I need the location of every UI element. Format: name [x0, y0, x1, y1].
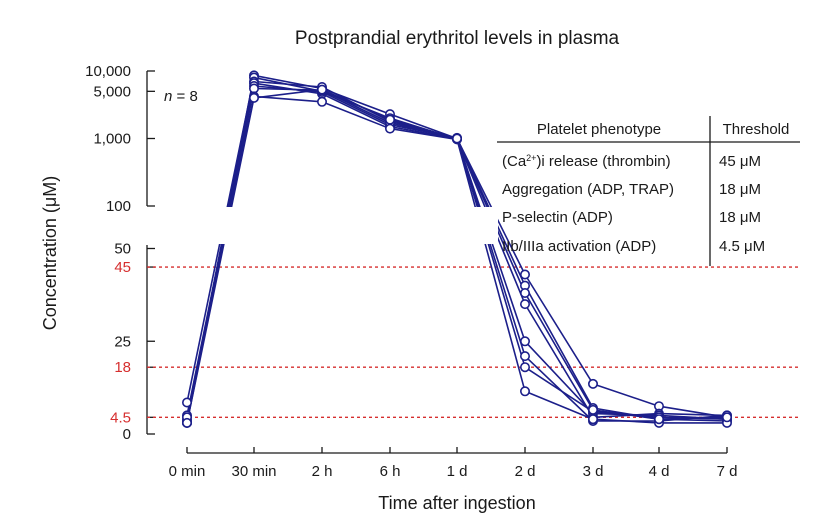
y-tick-label: 25 [114, 333, 131, 350]
chart-title: Postprandial erythritol levels in plasma [295, 28, 620, 49]
y-axis-upper: 10,000 5,000 1,000 100 [85, 63, 155, 215]
y-tick-label: 10,000 [85, 63, 131, 80]
y-tick-label: 50 [114, 241, 131, 258]
table-row-threshold: 18 μM [719, 209, 761, 226]
y-tick-label: 0 [123, 426, 131, 443]
y-axis-label: Concentration (μM) [40, 176, 60, 330]
data-point [182, 417, 193, 428]
data-point [587, 404, 598, 415]
table-row-phenotype: IIb/IIIa activation (ADP) [502, 238, 656, 255]
x-axis-label: Time after ingestion [378, 493, 535, 513]
x-tick-label: 3 d [583, 463, 604, 480]
x-tick-label: 30 min [231, 463, 276, 480]
data-point [519, 336, 530, 347]
data-point [519, 351, 530, 362]
markers [182, 70, 732, 428]
data-point [519, 299, 530, 310]
data-point [519, 386, 530, 397]
y-tick-label: 1,000 [93, 131, 131, 148]
axis-break-gap [148, 207, 498, 244]
table-header-threshold: Threshold [723, 121, 790, 138]
data-point [316, 84, 327, 95]
data-point [721, 412, 732, 423]
threshold-lines [147, 266, 800, 419]
table-row-phenotype: (Ca2+)i release (thrombin) [502, 153, 671, 170]
y-tick-label: 5,000 [93, 83, 131, 100]
n-label: n = 8 [164, 88, 198, 105]
data-point [519, 269, 530, 280]
data-point [587, 378, 598, 389]
table-row-threshold: 18 μM [719, 181, 761, 198]
data-point [384, 114, 395, 125]
table-row-phenotype: Aggregation (ADP, TRAP) [502, 181, 674, 198]
x-tick-label: 4 d [649, 463, 670, 480]
y-tick-label: 45 [114, 259, 131, 276]
y-tick-label: 18 [114, 359, 131, 376]
data-point [249, 92, 260, 103]
x-tick-label: 0 min [169, 463, 206, 480]
data-point [182, 397, 193, 408]
y-tick-label: 4.5 [110, 409, 131, 426]
y-tick-label: 100 [106, 198, 131, 215]
phenotype-table: Platelet phenotype Threshold (Ca2+)i rel… [497, 116, 800, 266]
x-axis: 0 min 30 min 2 h 6 h 1 d 2 d 3 d 4 d 7 d [169, 447, 738, 480]
x-tick-label: 1 d [447, 463, 468, 480]
x-tick-label: 7 d [717, 463, 738, 480]
data-point [451, 133, 462, 144]
data-point [316, 96, 327, 107]
table-row-threshold: 45 μM [719, 153, 761, 170]
data-point [519, 362, 530, 373]
x-tick-label: 2 d [515, 463, 536, 480]
table-header-phenotype: Platelet phenotype [537, 121, 661, 138]
x-tick-label: 6 h [380, 463, 401, 480]
data-point [587, 414, 598, 425]
table-row-phenotype: P-selectin (ADP) [502, 209, 613, 226]
data-point [384, 123, 395, 134]
table-row-threshold: 4.5 μM [719, 238, 765, 255]
series-line [186, 95, 727, 424]
x-tick-label: 2 h [312, 463, 333, 480]
data-point [653, 414, 664, 425]
data-point [519, 287, 530, 298]
